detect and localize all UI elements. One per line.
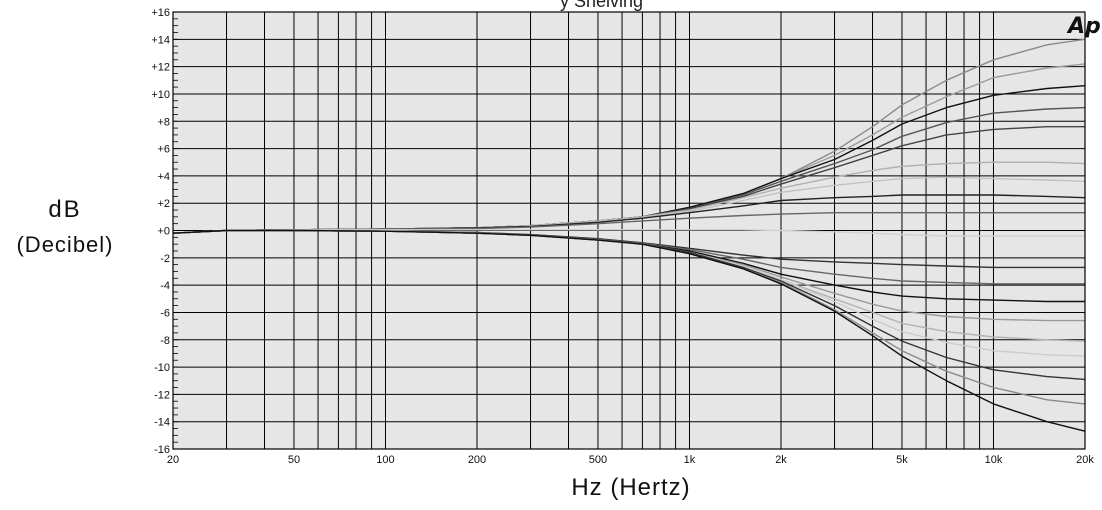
- y-tick-labels: +16 +14 +12 +10 +8 +6 +4 +2 +0 -2 -4 -6 -8 -10 -12 -14 -…: [151, 7, 170, 456]
- y-axis-label-sub: (Decibel): [16, 232, 114, 257]
- ap-logo: Ap: [1068, 14, 1101, 39]
- y-tick-label: -14: [154, 417, 170, 429]
- x-tick-label: 2k: [775, 454, 787, 466]
- y-axis-label: dB: [48, 196, 82, 223]
- y-tick-label: -12: [154, 389, 170, 401]
- y-tick-label: +8: [157, 116, 170, 128]
- plot-frame: [172, 11, 1086, 450]
- x-tick-label: 20k: [1076, 454, 1094, 466]
- y-tick-label: +10: [151, 89, 170, 101]
- y-tick-label: +0: [157, 226, 170, 238]
- y-tick-label: +6: [157, 144, 170, 156]
- y-tick-label: +2: [157, 198, 170, 210]
- y-tick-label: -6: [160, 307, 170, 319]
- y-tick-label: +12: [151, 62, 170, 74]
- series-line-10: [172, 229, 1085, 237]
- x-tick-label: 10k: [985, 454, 1003, 466]
- y-tick-label: -4: [160, 280, 170, 292]
- x-tick-label: 50: [288, 454, 300, 466]
- x-tick-label: 500: [589, 454, 607, 466]
- x-tick-label: 200: [468, 454, 486, 466]
- series-line-19: [172, 229, 1086, 432]
- y-tick-label: -16: [154, 444, 170, 456]
- y-tick-label: +14: [151, 34, 170, 46]
- x-axis-label: Hz (Hertz): [571, 474, 691, 501]
- chart-title: y Shelving: [560, 0, 644, 11]
- x-tick-label: 20: [167, 454, 179, 466]
- y-tick-label: -2: [160, 253, 170, 265]
- x-tick-label: 1k: [684, 454, 696, 466]
- y-tick-label: -10: [154, 362, 170, 374]
- y-tick-label: -8: [160, 335, 170, 347]
- x-tick-label: 100: [376, 454, 394, 466]
- y-tick-label: +16: [151, 7, 170, 19]
- x-tick-label: 5k: [896, 454, 908, 466]
- x-tick-labels: 20 50 100 200 500 1k 2k 5k 10k 20k: [167, 454, 1094, 466]
- y-tick-label: +4: [157, 171, 170, 183]
- series-group: [172, 38, 1086, 432]
